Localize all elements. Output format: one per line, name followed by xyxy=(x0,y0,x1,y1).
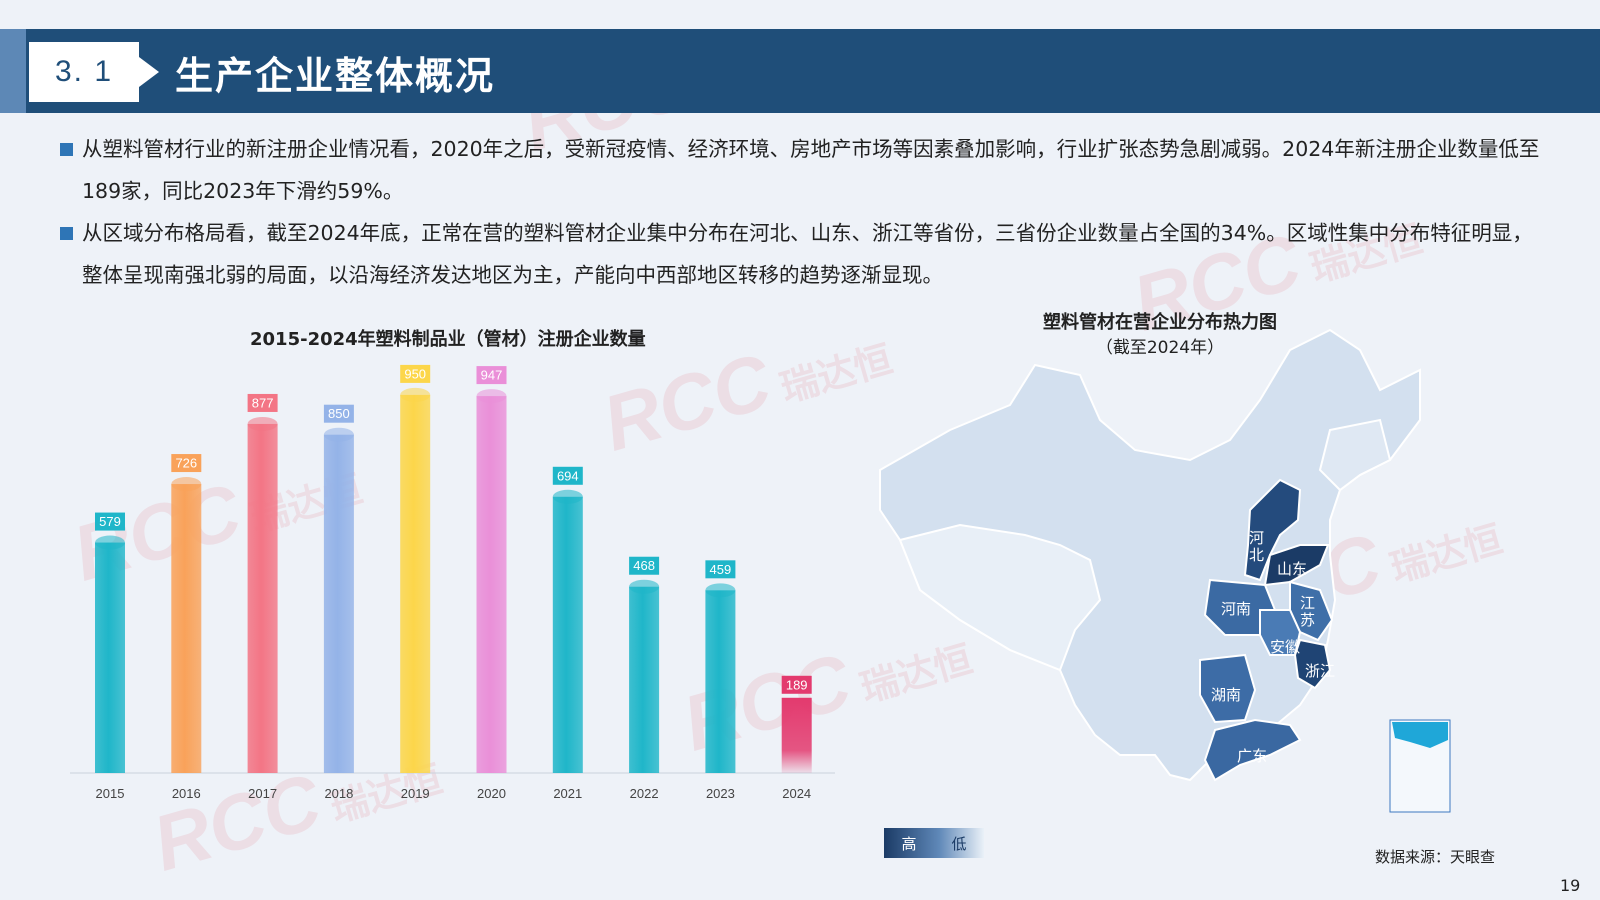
bar-cap xyxy=(95,535,125,550)
data-label: 950 xyxy=(404,366,426,381)
bullet-item: 从塑料管材行业的新注册企业情况看，2020年之后，受新冠疫情、经济环境、房地产市… xyxy=(60,128,1540,212)
data-label: 459 xyxy=(710,562,732,577)
province-label: 江苏 xyxy=(1300,594,1316,629)
data-label: 726 xyxy=(175,456,197,471)
bar xyxy=(629,586,660,773)
bar xyxy=(247,423,278,773)
bar-cap xyxy=(323,427,354,442)
x-tick-label: 2018 xyxy=(324,786,353,801)
data-label: 877 xyxy=(252,395,274,410)
data-label: 947 xyxy=(481,368,503,383)
map-region-guangdong xyxy=(1203,718,1302,782)
data-label-box xyxy=(476,366,507,385)
bar-cap xyxy=(705,583,736,598)
data-label-box xyxy=(781,675,812,694)
province-label: 山东 xyxy=(1277,560,1308,578)
data-label: 850 xyxy=(328,406,350,421)
bar xyxy=(171,484,202,773)
data-label: 189 xyxy=(786,677,808,692)
x-tick-label: 2020 xyxy=(477,786,506,801)
map-region-hebei xyxy=(1243,478,1302,582)
data-label: 579 xyxy=(99,514,121,529)
map-title: 塑料管材在营企业分布热力图 xyxy=(1043,312,1277,333)
bar xyxy=(705,590,736,773)
bar xyxy=(323,434,354,773)
x-tick-label: 2017 xyxy=(248,786,277,801)
map-region-west xyxy=(898,523,1102,672)
bullet-square-icon xyxy=(60,143,73,156)
bar xyxy=(781,697,812,773)
bar xyxy=(552,496,583,773)
bar-cap xyxy=(171,477,202,492)
data-label-box xyxy=(552,466,583,485)
x-tick-label: 2016 xyxy=(172,786,201,801)
bullet-list: 从塑料管材行业的新注册企业情况看，2020年之后，受新冠疫情、经济环境、房地产市… xyxy=(60,128,1540,296)
map-legend: 高 低 xyxy=(884,828,984,858)
data-label-box xyxy=(629,556,660,575)
x-tick-label: 2015 xyxy=(96,786,125,801)
x-tick-label: 2022 xyxy=(630,786,659,801)
map-subtitle: （截至2024年） xyxy=(1095,338,1225,358)
bullet-text: 从塑料管材行业的新注册企业情况看，2020年之后，受新冠疫情、经济环境、房地产市… xyxy=(82,137,1540,203)
bar-cap xyxy=(552,489,583,504)
map-inset-land xyxy=(1392,722,1448,748)
bar xyxy=(476,396,507,773)
province-label: 河北 xyxy=(1249,529,1265,564)
bullet-square-icon xyxy=(60,227,73,240)
page-title: 生产企业整体概况 xyxy=(175,54,496,98)
page-number: 19 xyxy=(1560,876,1581,895)
province-label: 河南 xyxy=(1221,600,1252,618)
bar-cap xyxy=(400,387,431,402)
x-tick-label: 2023 xyxy=(706,786,735,801)
bar-cap xyxy=(476,389,507,404)
province-label: 湖南 xyxy=(1211,686,1242,704)
data-label-box xyxy=(323,404,354,423)
header-band xyxy=(0,29,1600,113)
data-label-box xyxy=(171,454,202,473)
map-region-zhejiang xyxy=(1293,638,1332,690)
bullet-text: 从区域分布格局看，截至2024年底，正常在营的塑料管材企业集中分布在河北、山东、… xyxy=(82,221,1533,287)
bar-cap xyxy=(629,579,660,594)
data-label-box xyxy=(400,364,431,383)
province-label: 安徽 xyxy=(1270,638,1301,656)
x-tick-label: 2021 xyxy=(553,786,582,801)
bar xyxy=(400,394,431,773)
bar xyxy=(95,542,125,773)
chart-title: 2015-2024年塑料制品业（管材）注册企业数量 xyxy=(250,329,646,350)
bar-chart: 579 2015 726 2016 877 2017 850 2018 950 2019 947 20… xyxy=(70,364,835,801)
data-label: 468 xyxy=(633,558,655,573)
data-label-box xyxy=(247,393,278,412)
data-label-box xyxy=(705,560,736,579)
map-region-hunan xyxy=(1199,653,1257,724)
data-source: 数据来源：天眼查 xyxy=(1375,848,1496,866)
province-label: 广东 xyxy=(1237,747,1268,765)
data-label-box xyxy=(95,512,125,531)
legend-low-label: 低 xyxy=(951,834,967,853)
map-region-northeast xyxy=(1318,418,1392,492)
legend-high-label: 高 xyxy=(901,834,917,853)
bullet-item: 从区域分布格局看，截至2024年底，正常在营的塑料管材企业集中分布在河北、山东、… xyxy=(60,212,1540,296)
header-accent-strip xyxy=(0,29,26,113)
x-tick-label: 2019 xyxy=(401,786,430,801)
section-arrow-icon xyxy=(139,57,159,87)
china-heat-map xyxy=(879,328,1451,813)
province-label: 浙江 xyxy=(1305,662,1336,680)
data-label: 694 xyxy=(557,468,579,483)
x-tick-label: 2024 xyxy=(782,786,811,801)
bar-cap xyxy=(247,416,278,431)
section-number: 3. 1 xyxy=(29,42,139,102)
